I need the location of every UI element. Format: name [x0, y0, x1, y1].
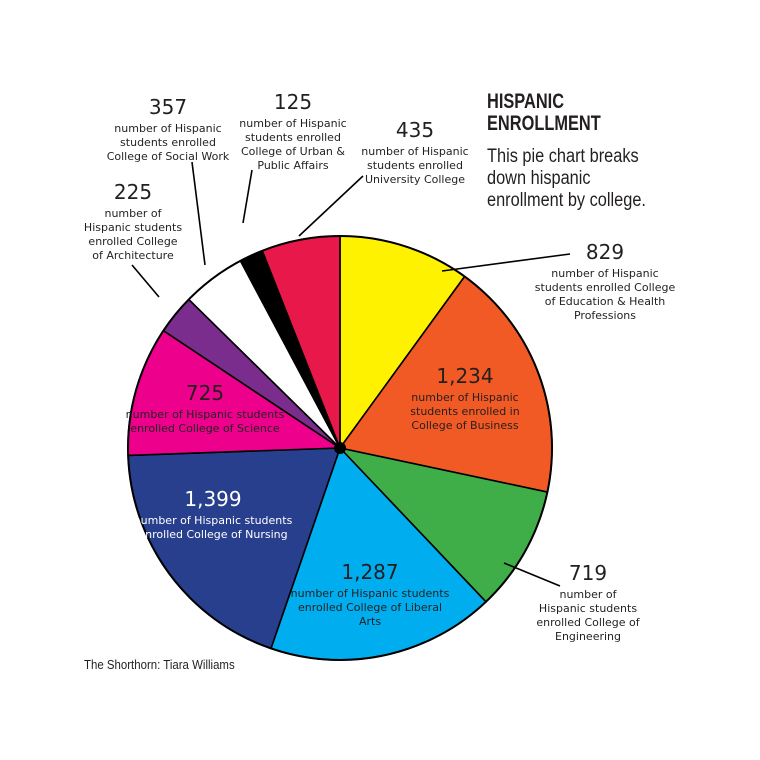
label-line: College of Business	[411, 419, 519, 432]
label-line: enrolled College of Liberal	[298, 601, 442, 614]
label-line: number of Hispanic	[411, 391, 519, 404]
value-urban-affairs: 125	[273, 90, 313, 114]
leader-line-architecture	[131, 264, 160, 298]
leader-line-university	[298, 175, 364, 237]
label-education: 829 number of Hispanic students enrolled…	[520, 240, 690, 323]
label-line: number of	[559, 588, 617, 601]
value-social-work: 357	[148, 95, 188, 119]
value-engineering: 719	[568, 561, 608, 585]
value-nursing: 1,399	[184, 487, 242, 511]
label-line: enrolled College of	[536, 616, 640, 629]
value-business: 1,234	[436, 364, 494, 388]
leader-line-engineering	[503, 562, 561, 587]
label-line: number of Hispanic	[551, 267, 659, 280]
value-architecture: 225	[113, 180, 153, 204]
label-engineering: 719 number of Hispanic students enrolled…	[528, 561, 648, 644]
value-liberal-arts: 1,287	[341, 560, 399, 584]
subtitle-line-2: down hispanic	[487, 168, 591, 189]
label-line: number of Hispanic	[361, 145, 469, 158]
chart-title: HISPANIC ENROLLMENT	[487, 91, 601, 135]
pie-center-dot	[334, 442, 346, 454]
leader-line-urban	[242, 169, 253, 224]
label-line: number of Hispanic	[114, 122, 222, 135]
leader-line-education	[441, 253, 571, 272]
label-business: 1,234 number of Hispanic students enroll…	[395, 364, 535, 433]
label-line: students enrolled	[367, 159, 463, 172]
label-line: enrolled College	[88, 235, 178, 248]
subtitle-line-3: enrollment by college.	[487, 190, 646, 211]
label-line: number of Hispanic students	[290, 587, 450, 600]
chart-title-line-1: HISPANIC	[487, 90, 565, 113]
label-nursing: 1,399 number of Hispanic students enroll…	[113, 487, 313, 542]
pie-outline	[127, 235, 553, 661]
label-line: Engineering	[555, 630, 621, 643]
value-education: 829	[585, 240, 625, 264]
label-architecture: 225 number of Hispanic students enrolled…	[78, 180, 188, 263]
label-line: Hispanic students	[538, 602, 638, 615]
source-credit: The Shorthorn: Tiara Williams	[84, 657, 235, 672]
label-university-college: 435 number of Hispanic students enrolled…	[355, 118, 475, 187]
value-science: 725	[185, 381, 225, 405]
label-line: students enrolled	[120, 136, 216, 149]
label-line: students enrolled	[245, 131, 341, 144]
label-line: enrolled College of Science	[130, 422, 280, 435]
chart-subtitle: This pie chart breaks down hispanic enro…	[487, 146, 646, 212]
label-line: Professions	[573, 309, 637, 322]
label-urban-affairs: 125 number of Hispanic students enrolled…	[228, 90, 358, 173]
label-line: enrolled College of Nursing	[138, 528, 288, 541]
label-line: Hispanic students	[83, 221, 183, 234]
label-line: Public Affairs	[257, 159, 329, 172]
subtitle-line-1: This pie chart breaks	[487, 146, 639, 167]
label-line: number of Hispanic students	[133, 514, 293, 527]
label-line: students enrolled in	[410, 405, 520, 418]
label-line: Arts	[358, 615, 382, 628]
label-line: number of	[104, 207, 162, 220]
label-science: 725 number of Hispanic students enrolled…	[105, 381, 305, 436]
label-line: number of Hispanic	[239, 117, 347, 130]
chart-title-line-2: ENROLLMENT	[487, 112, 601, 135]
label-line: College of Social Work	[106, 150, 230, 163]
label-liberal-arts: 1,287 number of Hispanic students enroll…	[280, 560, 460, 629]
label-line: University College	[364, 173, 466, 186]
label-line: students enrolled College	[534, 281, 676, 294]
value-university-college: 435	[395, 118, 435, 142]
label-line: College of Urban &	[241, 145, 345, 158]
leader-line-social-work	[191, 161, 206, 266]
label-line: of Education & Health	[544, 295, 666, 308]
label-line: number of Hispanic students	[125, 408, 285, 421]
label-social-work: 357 number of Hispanic students enrolled…	[88, 95, 248, 164]
leader-lines	[131, 161, 571, 587]
pie-slices	[127, 235, 553, 661]
label-line: of Architecture	[92, 249, 174, 262]
